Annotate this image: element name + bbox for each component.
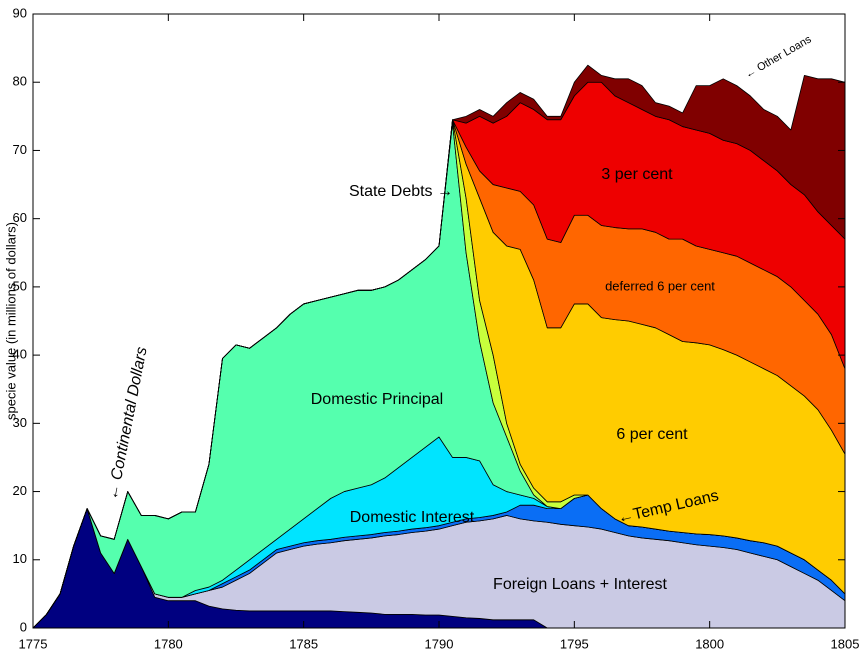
- x-tick-label: 1785: [289, 636, 318, 651]
- series-label: deferred 6 per cent: [605, 278, 715, 293]
- y-tick-label: 70: [13, 142, 27, 157]
- series-label: Domestic Interest: [350, 509, 475, 526]
- y-tick-label: 80: [13, 74, 27, 89]
- x-tick-label: 1805: [831, 636, 860, 651]
- y-tick-label: 40: [13, 347, 27, 362]
- series-label: Foreign Loans + Interest: [493, 576, 667, 593]
- x-tick-label: 1775: [19, 636, 48, 651]
- series-label: 3 per cent: [601, 166, 673, 183]
- x-tick-label: 1800: [695, 636, 724, 651]
- y-tick-label: 20: [13, 483, 27, 498]
- y-tick-label: 30: [13, 415, 27, 430]
- y-axis-label: specie value (in millions of dollars): [3, 222, 18, 420]
- x-tick-label: 1795: [560, 636, 589, 651]
- series-label: Domestic Principal: [311, 391, 443, 408]
- y-tick-label: 50: [13, 278, 27, 293]
- series-label: State Debts →: [349, 183, 453, 200]
- y-tick-label: 0: [20, 619, 27, 634]
- y-tick-label: 60: [13, 210, 27, 225]
- series-label: 6 per cent: [616, 426, 688, 443]
- x-tick-label: 1780: [154, 636, 183, 651]
- x-tick-label: 1790: [425, 636, 454, 651]
- y-tick-label: 90: [13, 5, 27, 20]
- y-tick-label: 10: [13, 551, 27, 566]
